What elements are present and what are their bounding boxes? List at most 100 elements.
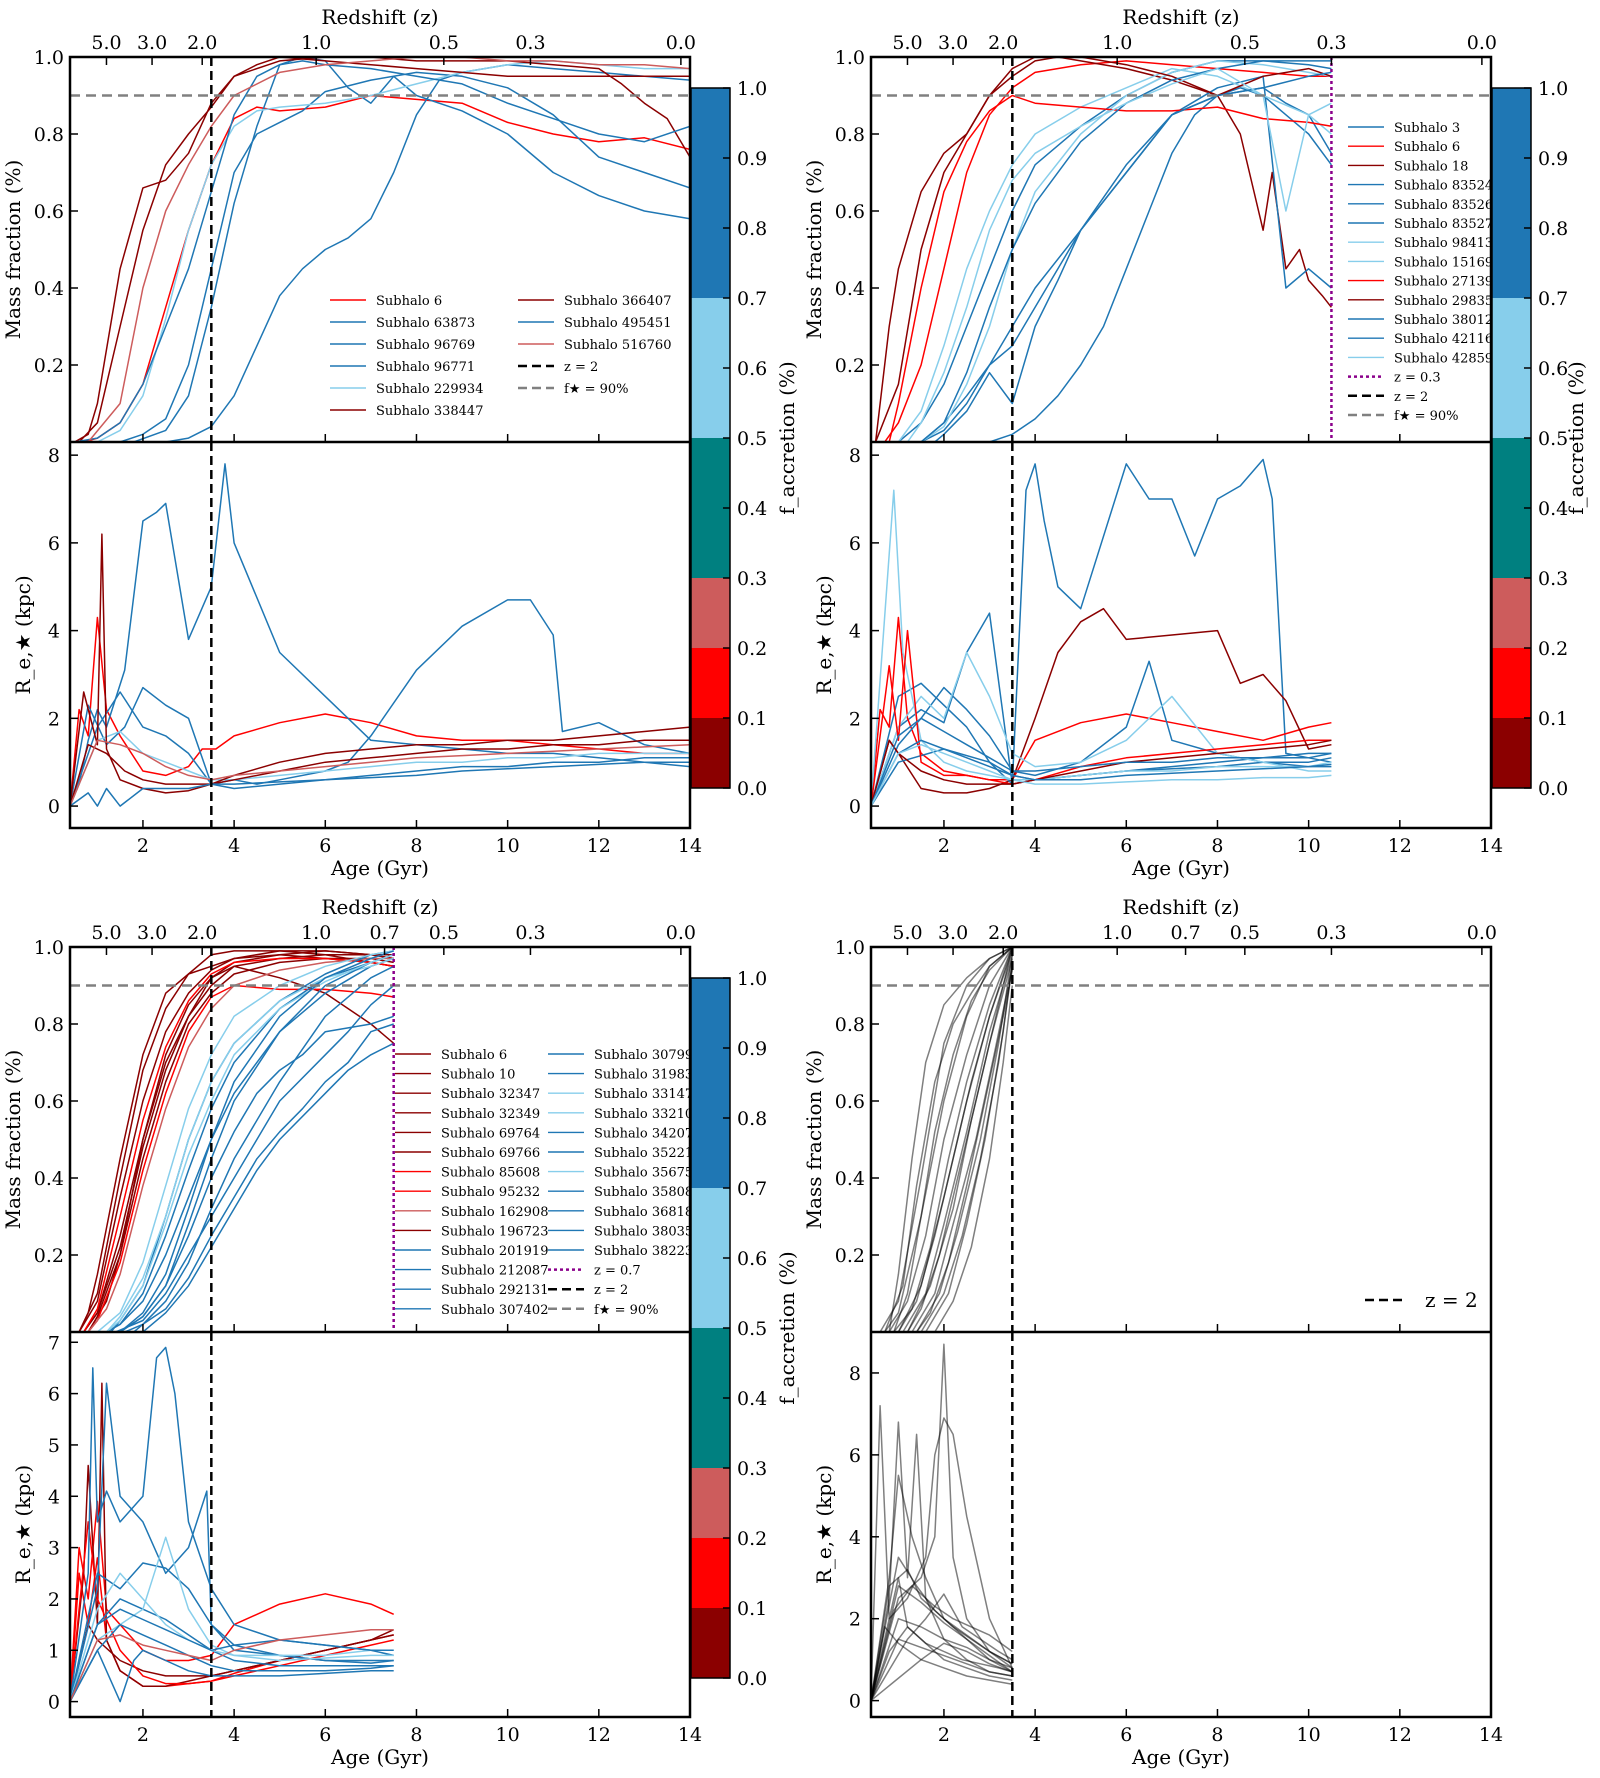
colorbar-bottom: 0.0 0.1 0.2 0.3 0.4 0.5 0.6 0.7 0.8 0.9 1.0 f_accre… [690,968,799,1690]
colorbar-tick-label-9: 0.9 [737,1038,767,1060]
upper-y-axis-label: Mass fraction (%) [802,1050,826,1230]
ztick-label-5: 0.3 [1316,32,1346,54]
legend-entry-3-label: Subhalo 83524 [1394,179,1493,194]
mass-fraction-series-2 [133,57,690,442]
legend-entry-7-label: Subhalo 95232 [441,1185,540,1200]
colorbar-tick-label-4: 0.4 [737,498,767,520]
x-axis-label: Age (Gyr) [330,1745,429,1769]
legend-entry-7-label: Subhalo 151690 [1394,255,1501,270]
radius-series-9 [871,1626,1013,1701]
legend-entry-6-label: Subhalo 366407 [564,294,671,309]
upper-ytick-label-4: 1.0 [835,47,865,69]
ztick-label-3: 1.0 [1102,922,1132,944]
colorbar-band-5 [691,978,730,1188]
colorbar-tick-label-3: 0.3 [737,568,767,590]
upper-ytick-label-2: 0.6 [34,201,64,223]
ztick-label-2: 2.0 [187,922,217,944]
radius-series-14 [871,1585,1013,1701]
xtick-label-4: 10 [1297,835,1321,857]
mass-fraction-series-14 [906,947,1014,1332]
mass-fraction-series-9 [78,950,394,1332]
legend-entry-0-label: Subhalo 6 [376,294,442,309]
mass-fraction-series-17 [884,947,1013,1332]
ztick-label-1: 3.0 [137,922,167,944]
radius-series-0 [70,616,690,807]
lower-ytick-label-2: 4 [48,621,60,643]
colorbar-tick-label-7: 0.7 [737,288,767,310]
ztick-label-0: 5.0 [892,32,922,54]
xtick-label-2: 6 [1120,835,1132,857]
radius-series-7 [70,761,690,807]
legend-entry-6-label: Subhalo 98413 [1394,236,1493,251]
ztick-label-5: 0.3 [515,32,545,54]
colorbar-tick-label-10: 1.0 [737,78,767,100]
legend-entry-0-label: Subhalo 3 [1394,121,1460,136]
lower-ytick-label-1: 1 [48,1640,60,1662]
colorbar-band-2 [691,578,730,648]
ztick-label-3: 1.0 [1102,32,1132,54]
mass-fraction-series-1 [884,60,1332,442]
redshift-axis-label: Redshift (z) [1122,895,1239,919]
lower-ytick-label-0: 0 [849,796,861,818]
colorbar-band-0 [691,718,730,788]
xtick-label-4: 10 [496,1724,520,1746]
radius-series-10 [871,1593,1013,1701]
mass-fraction-series-3 [165,63,690,442]
ztick-label-5: 0.5 [429,922,459,944]
legend-entry-11-label: Subhalo 421168 [1394,332,1501,347]
colorbar-band-0 [691,1608,730,1678]
upper-ytick-label-3: 0.8 [34,124,64,146]
xtick-label-6: 14 [678,1724,702,1746]
colorbar-right-tick-label-0: 0.0 [1538,778,1568,800]
legend-entry-1-label: Subhalo 6 [1394,140,1460,155]
radius-series-12 [871,1626,1013,1701]
lower-ytick-label-0: 0 [48,1692,60,1714]
lower-y-axis-label: R_e,★ (kpc) [11,575,35,694]
upper-ytick-label-0: 0.2 [835,1245,865,1267]
mass-fraction-series-7 [87,984,394,1332]
legend-entry-10-label: f★ = 90% [564,382,629,397]
ztick-label-4: 0.5 [1230,32,1260,54]
upper-ytick-label-4: 1.0 [835,937,865,959]
colorbar-right-tick-label-1: 0.1 [1538,708,1568,730]
upper-ytick-label-0: 0.2 [34,1245,64,1267]
mass-fraction-series-15 [124,965,395,1332]
mass-fraction-series-1 [83,953,394,1332]
legend-entry-1-label: Subhalo 63873 [376,316,475,331]
mass-fraction-series-5 [902,954,1014,1332]
mass-fraction-series-2 [87,957,394,1332]
radius-series-7 [70,1562,394,1702]
legend-entry-9-label: Subhalo 298351 [1394,294,1501,309]
radius-series-6 [871,1585,1013,1701]
mass-fraction-series-5 [74,57,690,442]
mass-fraction-series-2 [874,57,1332,442]
legend-entry-18-label: Subhalo 342076 [594,1126,701,1141]
upper-y-axis-label: Mass fraction (%) [802,160,826,340]
legend-entry-10-label: Subhalo 201919 [441,1244,548,1259]
redshift-axis-label: Redshift (z) [1122,5,1239,29]
ztick-label-7: 0.0 [1467,922,1497,944]
ztick-label-6: 0.3 [515,922,545,944]
legend: Subhalo 6 Subhalo 10 Subhalo 32347 Subhalo … [395,1048,701,1318]
legend-entry-3-label: Subhalo 32349 [441,1107,540,1122]
legend-entry-17-label: Subhalo 332100 [594,1107,701,1122]
radius-series-9 [70,1572,394,1702]
xtick-label-5: 12 [1388,1724,1412,1746]
lower-plot-area [70,1332,395,1717]
mass-fraction-series-3 [78,950,394,1332]
colorbar-band-1 [691,648,730,718]
mass-fraction-series-11 [920,60,1332,442]
colorbar-tick-label-8: 0.8 [737,218,767,240]
lower-ytick-label-4: 4 [48,1486,60,1508]
legend-entry-12-label: Subhalo 292131 [441,1283,548,1298]
lower-ytick-label-2: 2 [48,1589,60,1611]
ztick-label-2: 2.0 [988,922,1018,944]
legend-entry-20-label: Subhalo 356758 [594,1166,701,1181]
legend-entry-4-label: Subhalo 83526 [1394,198,1493,213]
upper-ytick-label-3: 0.8 [835,124,865,146]
lower-ytick-label-2: 4 [849,621,861,643]
xtick-label-4: 10 [496,835,520,857]
mass-fraction-series-8 [888,94,1332,442]
panel-top-left: 2 4 6 8 10 12 14 Age (Gyr) 5.0 3.0 2.0 1.0 0.5 0.3 0.0… [1,5,702,880]
